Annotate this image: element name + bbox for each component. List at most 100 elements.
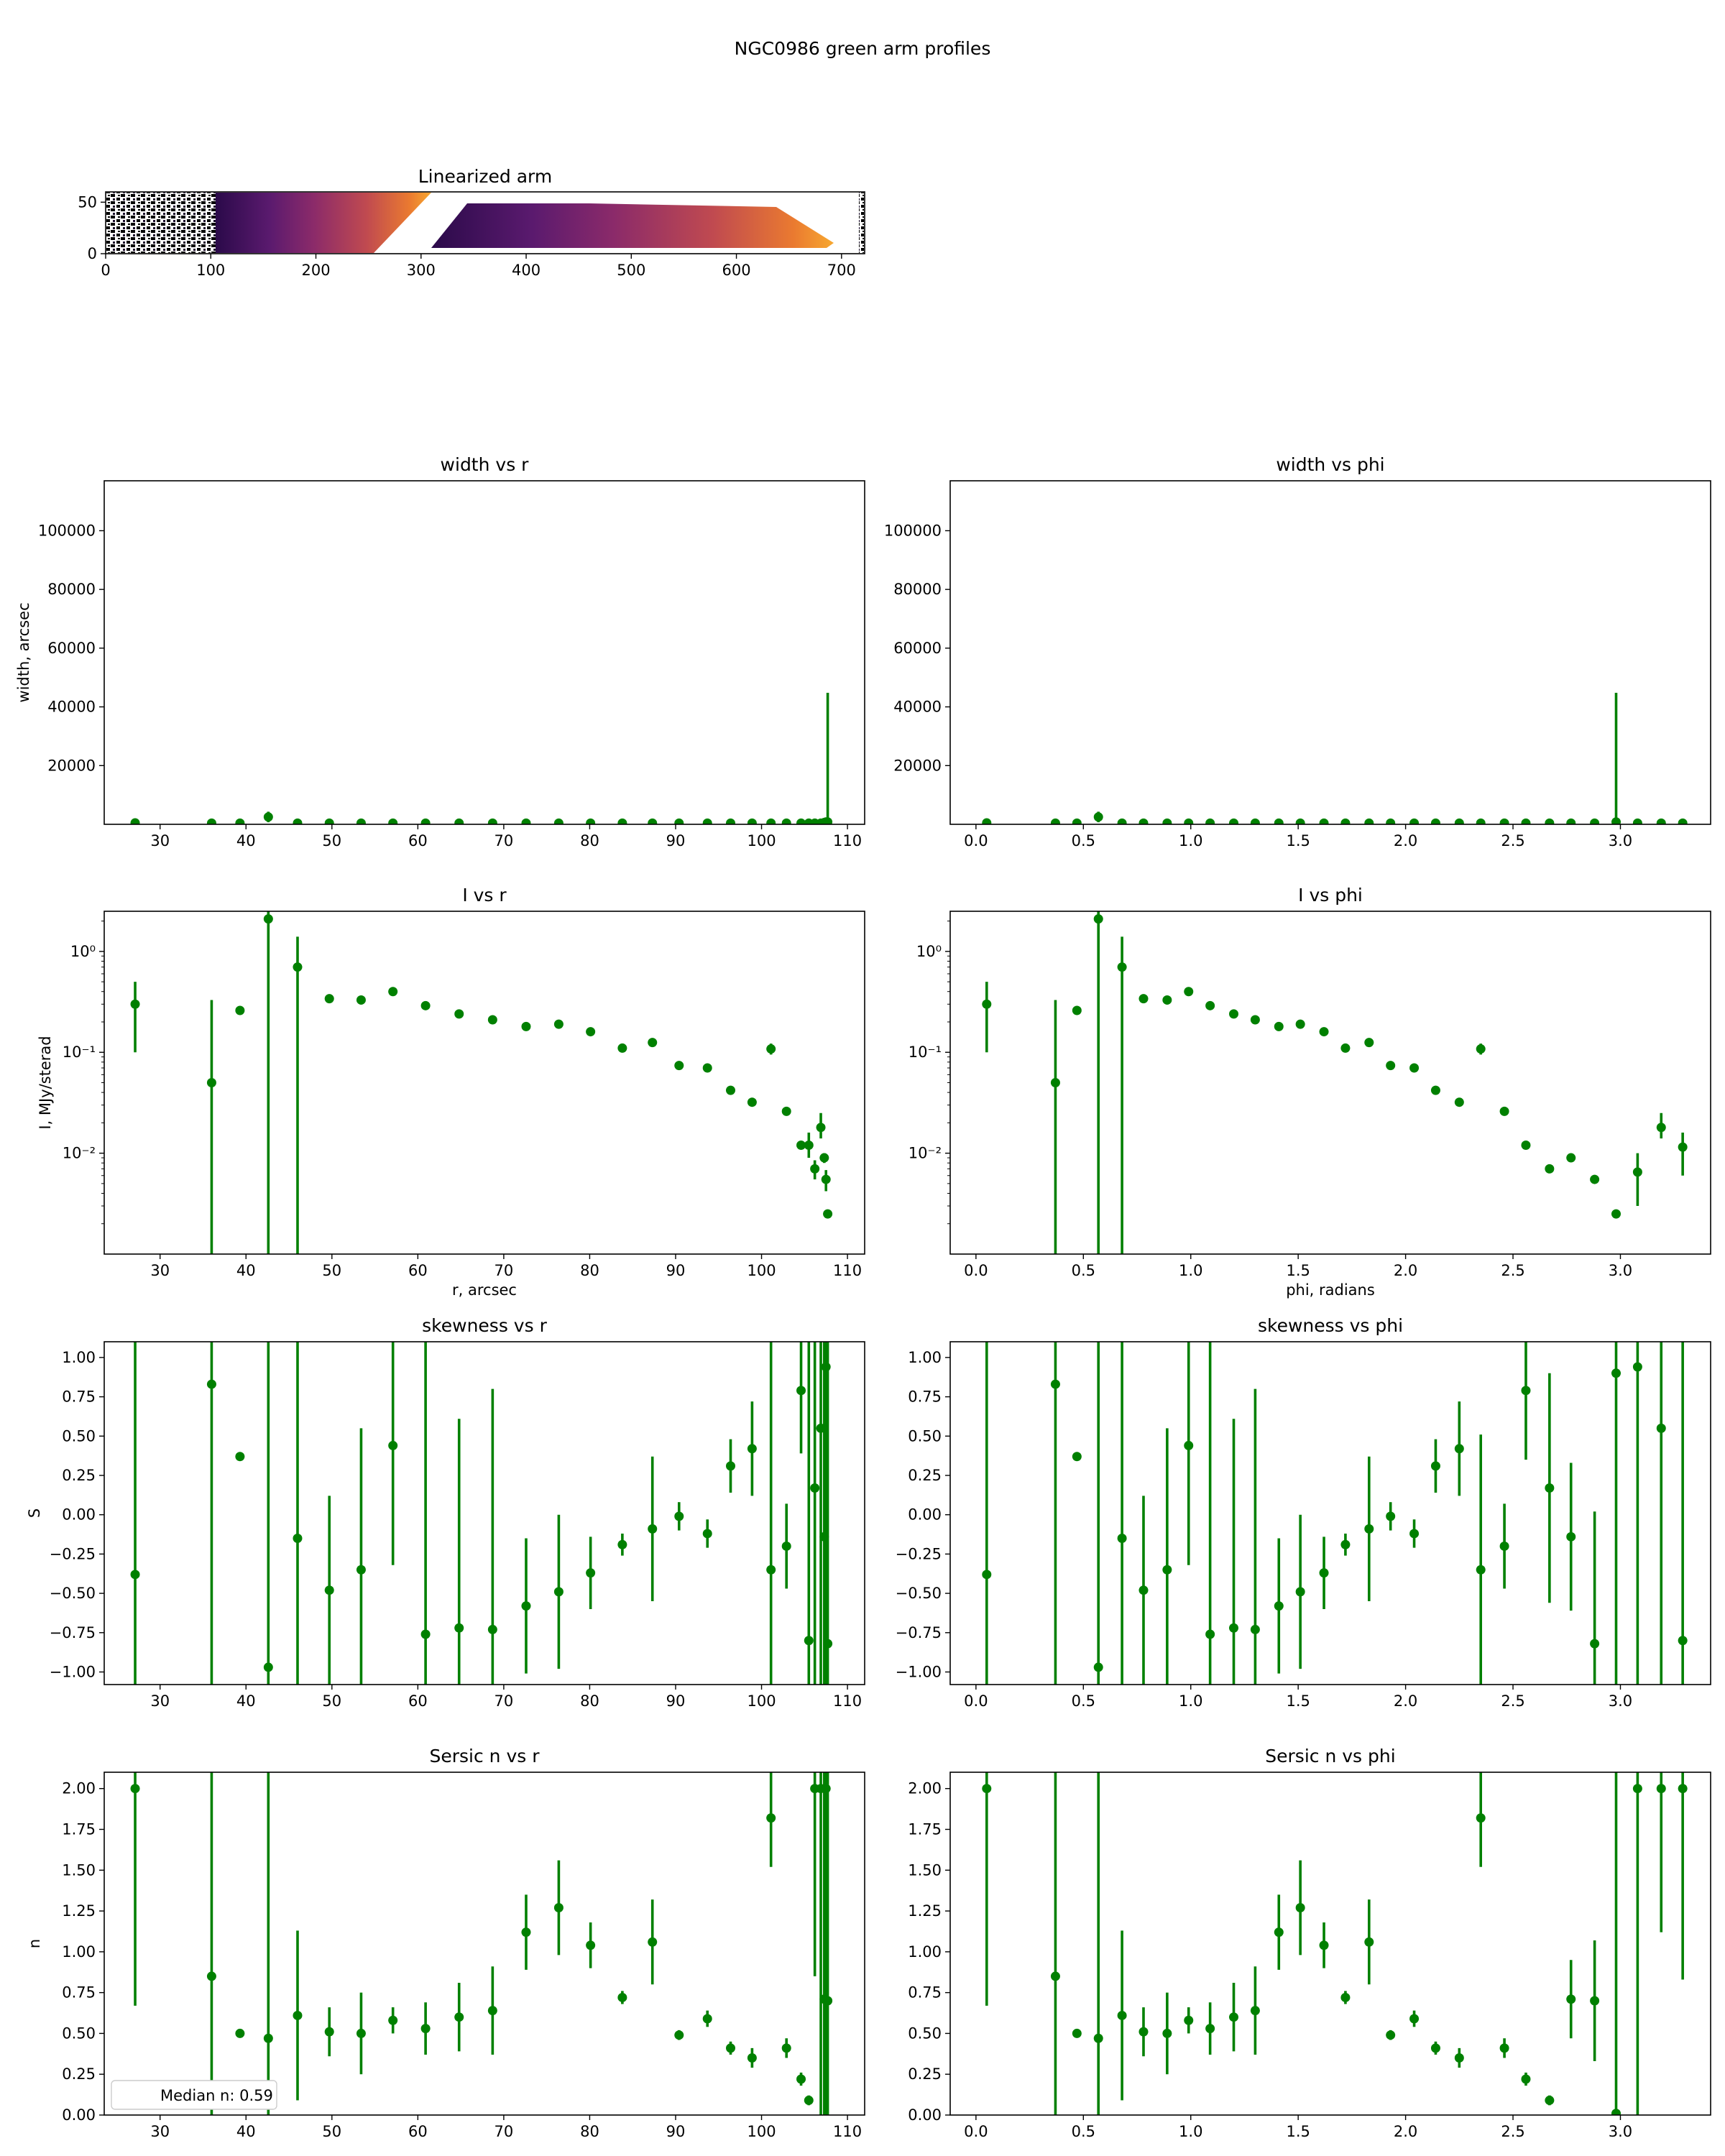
point-S_phi <box>1364 1524 1374 1534</box>
point-n_r <box>293 2010 303 2020</box>
point-I_r <box>487 1015 497 1025</box>
point-S_phi <box>1229 1623 1239 1633</box>
point-S_r <box>454 1623 464 1633</box>
point-I_phi <box>1138 994 1149 1004</box>
ytick-label-n_phi: 0.25 <box>908 2065 942 2083</box>
point-n_phi <box>1229 2012 1239 2022</box>
arm-xtick-label: 600 <box>722 262 751 279</box>
point-width_phi <box>1499 818 1509 824</box>
point-width_r <box>420 818 431 824</box>
xtick-label-n_r: 50 <box>322 2123 341 2140</box>
point-n_r <box>766 1813 776 1823</box>
point-S_phi <box>982 1570 992 1580</box>
point-S_r <box>420 1629 431 1639</box>
ytick-label-n_phi: 1.25 <box>908 1902 942 1920</box>
point-n_phi <box>1295 1903 1305 1913</box>
arm-image-left <box>216 193 431 253</box>
point-I_r <box>816 1123 826 1133</box>
xtick-label-S_phi: 1.5 <box>1286 1692 1310 1710</box>
ytick-label-S_r: 0.50 <box>62 1427 96 1445</box>
point-S_phi <box>1340 1539 1351 1549</box>
point-n_phi <box>1545 2096 1555 2106</box>
ytick-label-n_r: 1.25 <box>62 1902 96 1920</box>
point-width_phi <box>1521 818 1531 824</box>
point-I_phi <box>1566 1153 1576 1163</box>
title-S_r: skewness vs r <box>422 1315 547 1336</box>
ytick-label-S_phi: 0.75 <box>908 1388 942 1406</box>
xtick-label-I_phi: 2.5 <box>1501 1262 1524 1279</box>
point-S_r <box>781 1541 791 1551</box>
point-S_r <box>810 1483 820 1493</box>
arm-ytick-label: 50 <box>78 193 97 211</box>
ytick-label-S_r: −0.75 <box>50 1624 96 1641</box>
series-I_r <box>130 911 833 1254</box>
ytick-label-S_phi: −0.75 <box>896 1624 942 1641</box>
xlabel-I_r: r, arcsec <box>452 1281 517 1299</box>
point-width_phi <box>1430 818 1440 824</box>
point-n_phi <box>1566 1994 1576 2004</box>
point-I_phi <box>1093 914 1103 924</box>
point-n_phi <box>1499 2043 1509 2053</box>
point-n_r <box>648 1937 658 1947</box>
figure-suptitle: NGC0986 green arm profiles <box>735 38 991 59</box>
point-n_r <box>356 2028 366 2038</box>
point-I_r <box>235 1005 245 1015</box>
point-S_phi <box>1184 1440 1194 1450</box>
xtick-label-S_r: 80 <box>580 1692 599 1710</box>
ytick-label-I_phi: 10⁻¹ <box>908 1044 942 1061</box>
point-width_r <box>235 818 245 824</box>
xtick-label-n_r: 60 <box>408 2123 428 2140</box>
xtick-label-I_phi: 1.5 <box>1286 1262 1310 1279</box>
point-S_r <box>235 1452 245 1462</box>
point-n_r <box>617 1992 627 2002</box>
point-S_phi <box>1430 1461 1440 1471</box>
panel-S_phi: 0.0 0.5 1.0 1.5 2.0 2.5 3.0 −1.00 −0.75 −0.50 −0.2… <box>896 1315 1711 1710</box>
point-width_r <box>823 817 833 824</box>
point-n_phi <box>1476 1813 1486 1823</box>
xtick-label-n_r: 40 <box>236 2123 256 2140</box>
point-S_phi <box>1205 1629 1215 1639</box>
point-I_phi <box>1476 1044 1486 1054</box>
series-n_r <box>130 1772 833 2115</box>
point-width_phi <box>1295 818 1305 824</box>
point-n_phi <box>1117 2010 1127 2020</box>
point-I_r <box>823 1209 833 1219</box>
frame-n_r <box>104 1772 865 2116</box>
point-width_r <box>130 818 140 824</box>
point-n_phi <box>1364 1937 1374 1947</box>
point-I_phi <box>1205 1000 1215 1010</box>
point-S_phi <box>1499 1541 1509 1551</box>
xtick-label-S_phi: 0.5 <box>1072 1692 1095 1710</box>
point-width_phi <box>1364 818 1374 824</box>
xtick-label-width_r: 70 <box>494 832 514 849</box>
ytick-label-S_phi: −0.50 <box>896 1585 942 1602</box>
xtick-label-n_phi: 1.5 <box>1286 2123 1310 2140</box>
point-n_phi <box>1678 1784 1688 1794</box>
ylabel-n_r: n <box>26 1939 43 1948</box>
title-S_phi: skewness vs phi <box>1258 1315 1403 1336</box>
point-S_phi <box>1117 1534 1127 1544</box>
point-n_r <box>324 2027 334 2037</box>
ytick-label-S_r: −1.00 <box>50 1663 96 1680</box>
point-I_r <box>130 999 140 1009</box>
point-n_phi <box>982 1784 992 1794</box>
point-I_r <box>521 1021 531 1031</box>
point-S_phi <box>1250 1624 1260 1634</box>
point-I_phi <box>1499 1106 1509 1116</box>
point-I_r <box>819 1153 829 1163</box>
point-I_r <box>420 1000 431 1010</box>
point-S_r <box>356 1565 366 1575</box>
series-n_phi <box>982 1772 1688 2115</box>
point-n_r <box>454 2012 464 2022</box>
ytick-label-S_r: 0.00 <box>62 1506 96 1524</box>
panel-n_phi: 0.0 0.5 1.0 1.5 2.0 2.5 3.0 0.00 0.25 0.50 0.75 1.0… <box>908 1746 1711 2140</box>
point-S_r <box>553 1587 564 1597</box>
ytick-label-width_r: 60000 <box>47 640 96 657</box>
frame-S_phi <box>949 1341 1711 1685</box>
point-n_phi <box>1454 2053 1464 2063</box>
point-S_phi <box>1050 1379 1060 1389</box>
point-S_phi <box>1409 1529 1420 1539</box>
xtick-label-S_r: 60 <box>408 1692 428 1710</box>
point-S_r <box>586 1568 596 1578</box>
